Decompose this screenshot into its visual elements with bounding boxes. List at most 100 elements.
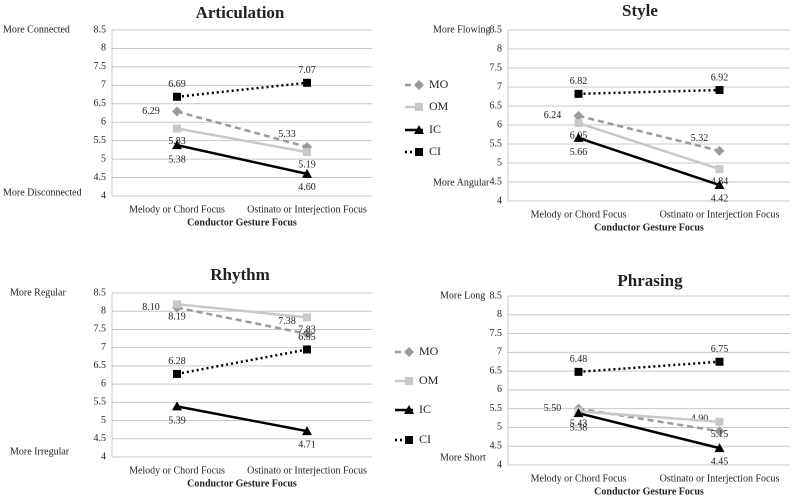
legend-marker bbox=[405, 377, 413, 385]
data-label: 4.42 bbox=[711, 193, 729, 204]
legend-marker bbox=[404, 347, 414, 357]
y-tick-label: 4 bbox=[101, 190, 106, 201]
bottom-label: More Short bbox=[440, 452, 486, 463]
series-line bbox=[578, 360, 720, 374]
x-axis-title: Conductor Gesture Focus bbox=[187, 478, 297, 489]
data-label: 6.48 bbox=[570, 354, 588, 365]
marker bbox=[574, 89, 583, 98]
data-label: 5.66 bbox=[570, 147, 588, 158]
legend-label: OM bbox=[419, 373, 439, 387]
legend-marker bbox=[405, 436, 413, 444]
y-tick-label: 7 bbox=[101, 80, 106, 91]
data-label: 4.71 bbox=[298, 439, 316, 450]
x-axis-title: Conductor Gesture Focus bbox=[594, 486, 704, 497]
y-tick-label: 6.5 bbox=[94, 98, 107, 109]
marker bbox=[303, 345, 311, 354]
x-axis-title: Conductor Gesture Focus bbox=[594, 222, 704, 233]
marker bbox=[173, 369, 181, 378]
y-tick-label: 7.5 bbox=[94, 61, 107, 72]
data-label: 6.24 bbox=[544, 110, 562, 121]
series-line bbox=[176, 110, 308, 149]
chart-title: Articulation bbox=[196, 3, 285, 22]
chart-title: Style bbox=[622, 1, 658, 20]
marker bbox=[172, 140, 182, 150]
marker bbox=[714, 426, 725, 437]
data-label: 6.75 bbox=[711, 344, 729, 355]
legend-label: MO bbox=[419, 344, 439, 358]
series-line bbox=[578, 136, 720, 187]
x-axis-title: Conductor Gesture Focus bbox=[187, 217, 297, 228]
y-tick-label: 7 bbox=[497, 347, 502, 358]
y-tick-label: 6.5 bbox=[490, 100, 503, 111]
y-tick-label: 4.5 bbox=[490, 441, 503, 452]
y-tick-label: 5 bbox=[497, 157, 502, 168]
marker bbox=[172, 401, 182, 411]
series-line bbox=[176, 143, 308, 176]
x-tick-label: Ostinato or Interjection Focus bbox=[660, 209, 780, 220]
y-tick-label: 8 bbox=[497, 43, 502, 54]
y-tick-label: 6 bbox=[497, 384, 502, 395]
data-label: 5.33 bbox=[278, 129, 296, 140]
y-tick-label: 5 bbox=[101, 153, 106, 164]
data-label: 6.29 bbox=[142, 106, 160, 117]
series-line bbox=[176, 81, 308, 99]
legend-marker bbox=[414, 80, 424, 90]
marker bbox=[173, 300, 181, 309]
legend-label: CI bbox=[419, 432, 431, 446]
y-tick-label: 8.5 bbox=[490, 290, 503, 301]
y-tick-label: 8 bbox=[497, 309, 502, 320]
marker bbox=[573, 132, 584, 142]
x-tick-label: Melody or Chord Focus bbox=[531, 209, 627, 220]
y-tick-label: 7 bbox=[101, 342, 106, 353]
legend-marker bbox=[414, 125, 424, 134]
data-label: 8.19 bbox=[168, 312, 186, 323]
chart-title: Phrasing bbox=[617, 271, 683, 290]
marker bbox=[303, 313, 311, 322]
x-tick-label: Ostinato or Interjection Focus bbox=[247, 465, 367, 476]
legend-label: OM bbox=[429, 99, 449, 113]
legend-label: MO bbox=[429, 77, 449, 91]
marker bbox=[173, 124, 181, 133]
y-tick-label: 4 bbox=[497, 195, 502, 206]
marker bbox=[574, 367, 583, 376]
bottom-label: More Angular bbox=[433, 177, 490, 188]
marker bbox=[303, 78, 311, 87]
y-tick-label: 8 bbox=[101, 306, 106, 317]
series-line bbox=[578, 88, 720, 96]
marker bbox=[715, 86, 724, 95]
y-tick-label: 6.5 bbox=[94, 360, 107, 371]
x-tick-label: Ostinato or Interjection Focus bbox=[660, 473, 780, 484]
data-label: 5.32 bbox=[691, 133, 709, 144]
series-line bbox=[176, 405, 308, 433]
data-label: 4.90 bbox=[691, 413, 709, 424]
series-line bbox=[578, 121, 720, 171]
marker bbox=[302, 168, 312, 178]
y-tick-label: 4.5 bbox=[490, 176, 503, 187]
series-line bbox=[176, 127, 308, 154]
marker bbox=[574, 119, 583, 128]
data-label: 4.60 bbox=[298, 182, 316, 193]
data-label: 8.10 bbox=[142, 302, 160, 313]
data-label: 5.38 bbox=[570, 422, 588, 433]
top-label: More Flowing bbox=[433, 24, 491, 35]
marker bbox=[715, 417, 724, 426]
y-tick-label: 8.5 bbox=[490, 24, 503, 35]
y-tick-label: 4.5 bbox=[94, 172, 107, 183]
legend-label: IC bbox=[419, 402, 431, 416]
top-label: More Connected bbox=[3, 24, 70, 35]
x-tick-label: Ostinato or Interjection Focus bbox=[247, 204, 367, 215]
y-tick-label: 7.5 bbox=[94, 324, 107, 335]
y-tick-label: 5.5 bbox=[490, 138, 503, 149]
data-label: 5.38 bbox=[168, 154, 186, 165]
legend-label: CI bbox=[429, 144, 441, 158]
marker bbox=[714, 443, 725, 453]
marker bbox=[714, 180, 725, 190]
y-tick-label: 6 bbox=[101, 378, 106, 389]
series-line bbox=[578, 114, 720, 153]
data-label: 5.39 bbox=[168, 416, 186, 427]
series-line bbox=[578, 411, 720, 450]
y-tick-label: 4 bbox=[101, 451, 106, 462]
data-label: 5.19 bbox=[298, 159, 316, 170]
y-tick-label: 4.5 bbox=[94, 433, 107, 444]
